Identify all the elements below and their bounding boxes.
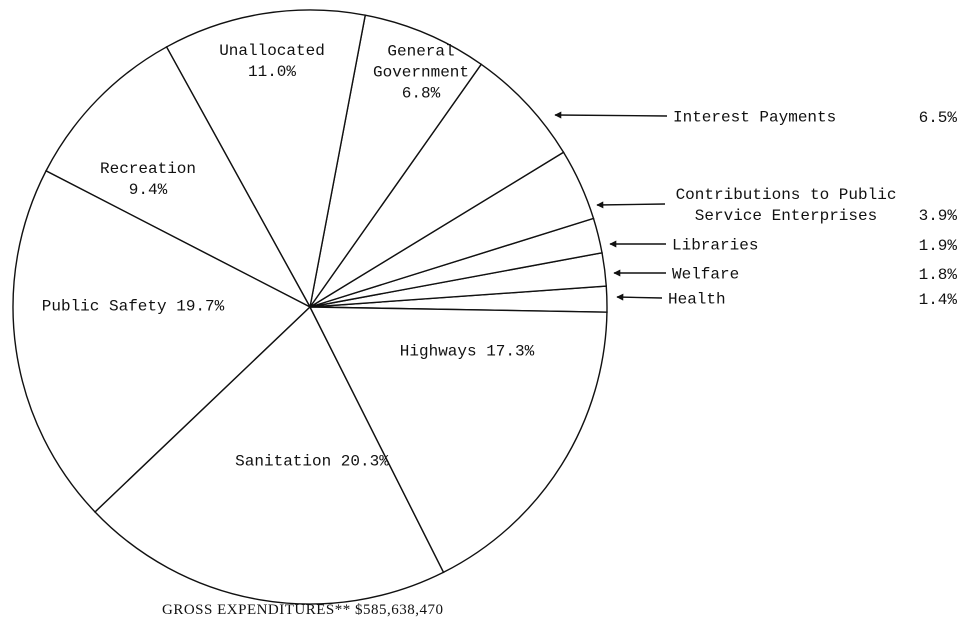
value-label: 19.7% <box>176 297 225 316</box>
pie-slice <box>165 9 367 310</box>
value-label: 17.3% <box>486 342 535 361</box>
value-label: 1.8% <box>918 266 957 284</box>
category-label: Public Safety <box>41 297 167 316</box>
pie-slice <box>12 169 312 513</box>
value-label: 1.4% <box>918 291 957 309</box>
slice-label: Highways 17.3% <box>400 342 534 363</box>
value-label: 9.4% <box>128 181 168 199</box>
slice-label: Public Safety 19.7% <box>42 297 224 318</box>
value-label: 11.0% <box>247 63 296 81</box>
chart-title: GROSS EXPENDITURES** $585,638,470 <box>162 602 444 618</box>
category-label: Contributions to Public Service Enterpri… <box>675 186 897 225</box>
slice-label: Libraries <box>672 236 758 257</box>
category-label: Recreation <box>99 160 196 178</box>
category-label: Libraries <box>672 236 759 255</box>
category-label: Welfare <box>672 265 740 284</box>
slice-label: Health <box>668 290 726 311</box>
pie-slice <box>309 63 565 308</box>
pie-slice <box>308 306 608 574</box>
leader-arrow <box>554 111 668 119</box>
category-label: General Government <box>372 42 469 82</box>
category-label: Sanitation <box>235 452 332 471</box>
pie-slice <box>94 305 445 605</box>
leader-arrow <box>596 201 666 209</box>
value-label: 20.3% <box>340 452 389 471</box>
pie-slice <box>309 14 483 308</box>
slice-label: Welfare <box>672 265 739 286</box>
slice-label: Sanitation 20.3% <box>235 452 389 473</box>
category-label: Interest Payments <box>673 108 837 127</box>
pie-slice <box>45 45 312 309</box>
category-label: Health <box>668 290 726 309</box>
slice-label: Interest Payments <box>673 108 836 129</box>
leader-arrow <box>616 293 663 301</box>
value-label: 1.9% <box>918 237 957 255</box>
slice-label: Recreation 9.4% <box>78 159 218 201</box>
slice-label: Contributions to Public Service Enterpri… <box>671 185 901 227</box>
category-label: Highways <box>399 342 477 361</box>
value-label: 3.9% <box>918 207 957 225</box>
slice-label: Unallocated 11.0% <box>202 41 342 83</box>
category-label: Unallocated <box>219 42 325 60</box>
value-label: 6.8% <box>401 84 441 103</box>
value-label: 6.5% <box>918 109 957 127</box>
slice-label: General Government 6.8% <box>366 42 476 105</box>
